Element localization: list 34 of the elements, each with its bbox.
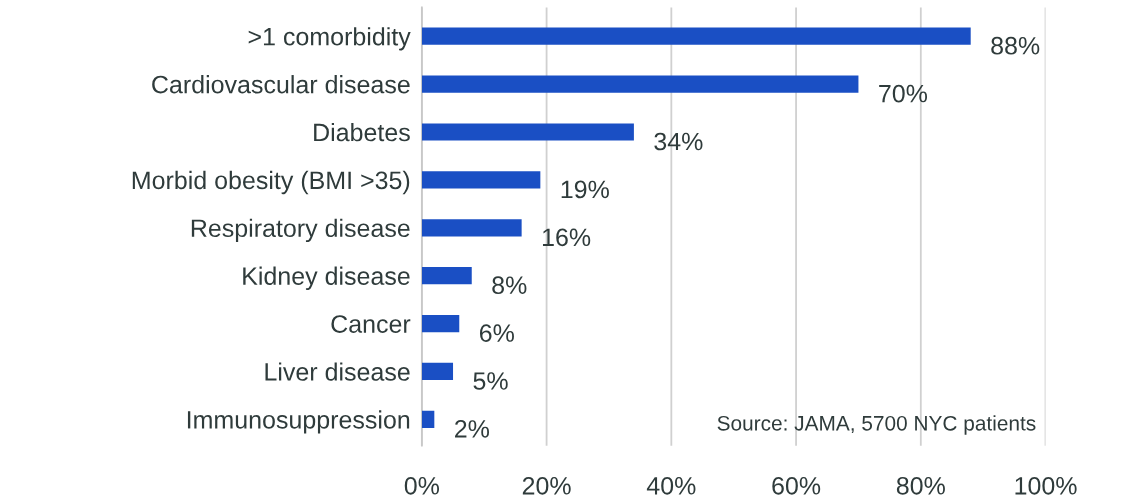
data-label: 88% (991, 36, 1040, 55)
y-tick-label: >1 comorbidity (248, 27, 411, 51)
y-tick-label: Diabetes (314, 122, 410, 142)
bar (421, 362, 454, 381)
data-label: 19% (561, 180, 609, 199)
data-label: 8% (492, 276, 527, 295)
bar (421, 27, 971, 45)
x-tick-label: 100% (1015, 476, 1077, 495)
data-label: 70% (879, 84, 928, 103)
y-tick-label: Kidney disease (243, 266, 410, 290)
x-tick-label: 40% (646, 476, 696, 495)
data-label: 6% (479, 324, 514, 342)
bar (421, 410, 435, 428)
y-tick-label: Morbid obesity (BMI >35) (132, 170, 410, 195)
x-tick-label: 80% (896, 476, 945, 495)
bar (421, 219, 522, 237)
bar (421, 123, 634, 141)
y-tick-label: Respiratory disease (191, 218, 410, 243)
x-tick-label: 60% (772, 476, 821, 495)
x-tick-label: 0% (404, 476, 440, 495)
data-label: 16% (542, 228, 591, 247)
x-tick-label: 20% (522, 476, 571, 495)
y-tick-label: Immunosuppression (187, 410, 410, 434)
y-tick-label: Liver disease (265, 362, 410, 381)
data-label: 34% (654, 132, 703, 151)
data-label: 2% (455, 420, 490, 438)
bar (421, 171, 541, 189)
bar (421, 75, 859, 93)
annotation: Source: JAMA, 5700 NYC patients (717, 415, 1036, 435)
y-tick-label: Cardiovascular disease (152, 75, 410, 94)
bar (421, 267, 472, 285)
y-tick-label: Cancer (331, 315, 411, 333)
bar (421, 314, 460, 333)
data-label: 5% (473, 372, 508, 390)
